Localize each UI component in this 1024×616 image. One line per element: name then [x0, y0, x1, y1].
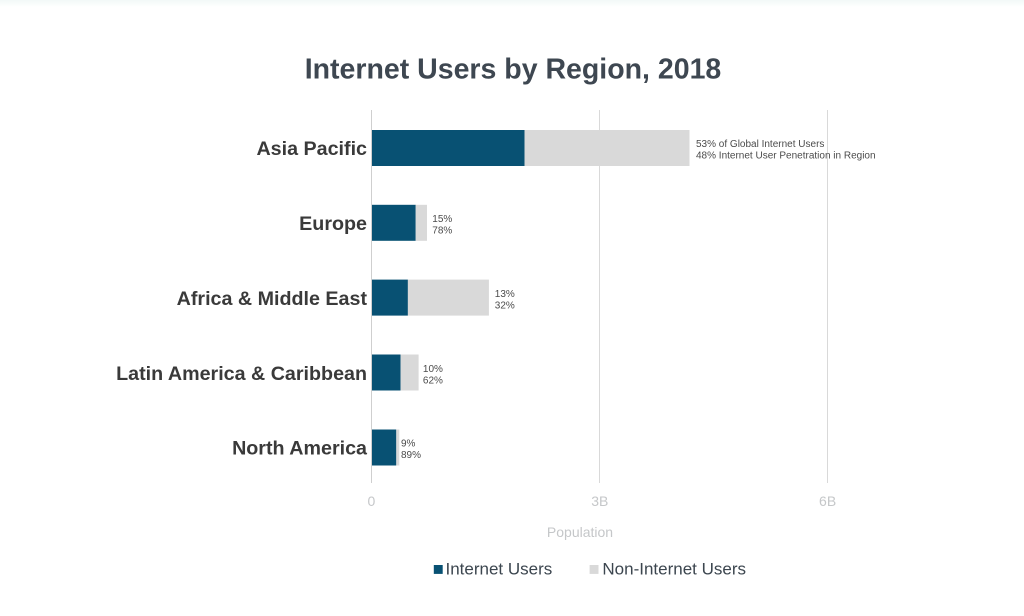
svg-text:15%78%: 15% 78% [432, 214, 452, 236]
svg-text:10%62%: 10% 62% [423, 364, 443, 386]
svg-text:Non-Internet Users: Non-Internet Users [602, 559, 746, 578]
svg-text:6B: 6B [819, 493, 836, 509]
svg-text:13%32%: 13% 32% [495, 289, 515, 311]
svg-text:0: 0 [368, 493, 376, 509]
svg-text:North America: North America [232, 438, 368, 460]
svg-text:Africa & Middle East: Africa & Middle East [177, 288, 368, 310]
svg-text:Population: Population [547, 524, 613, 540]
svg-text:Asia Pacific: Asia Pacific [256, 138, 367, 160]
svg-text:Internet Users by Region, 2018: Internet Users by Region, 2018 [305, 53, 722, 85]
svg-text:Europe: Europe [299, 213, 367, 235]
svg-text:3B: 3B [591, 493, 608, 509]
svg-text:Internet Users: Internet Users [446, 559, 553, 578]
svg-text:Latin America & Caribbean: Latin America & Caribbean [116, 363, 367, 385]
